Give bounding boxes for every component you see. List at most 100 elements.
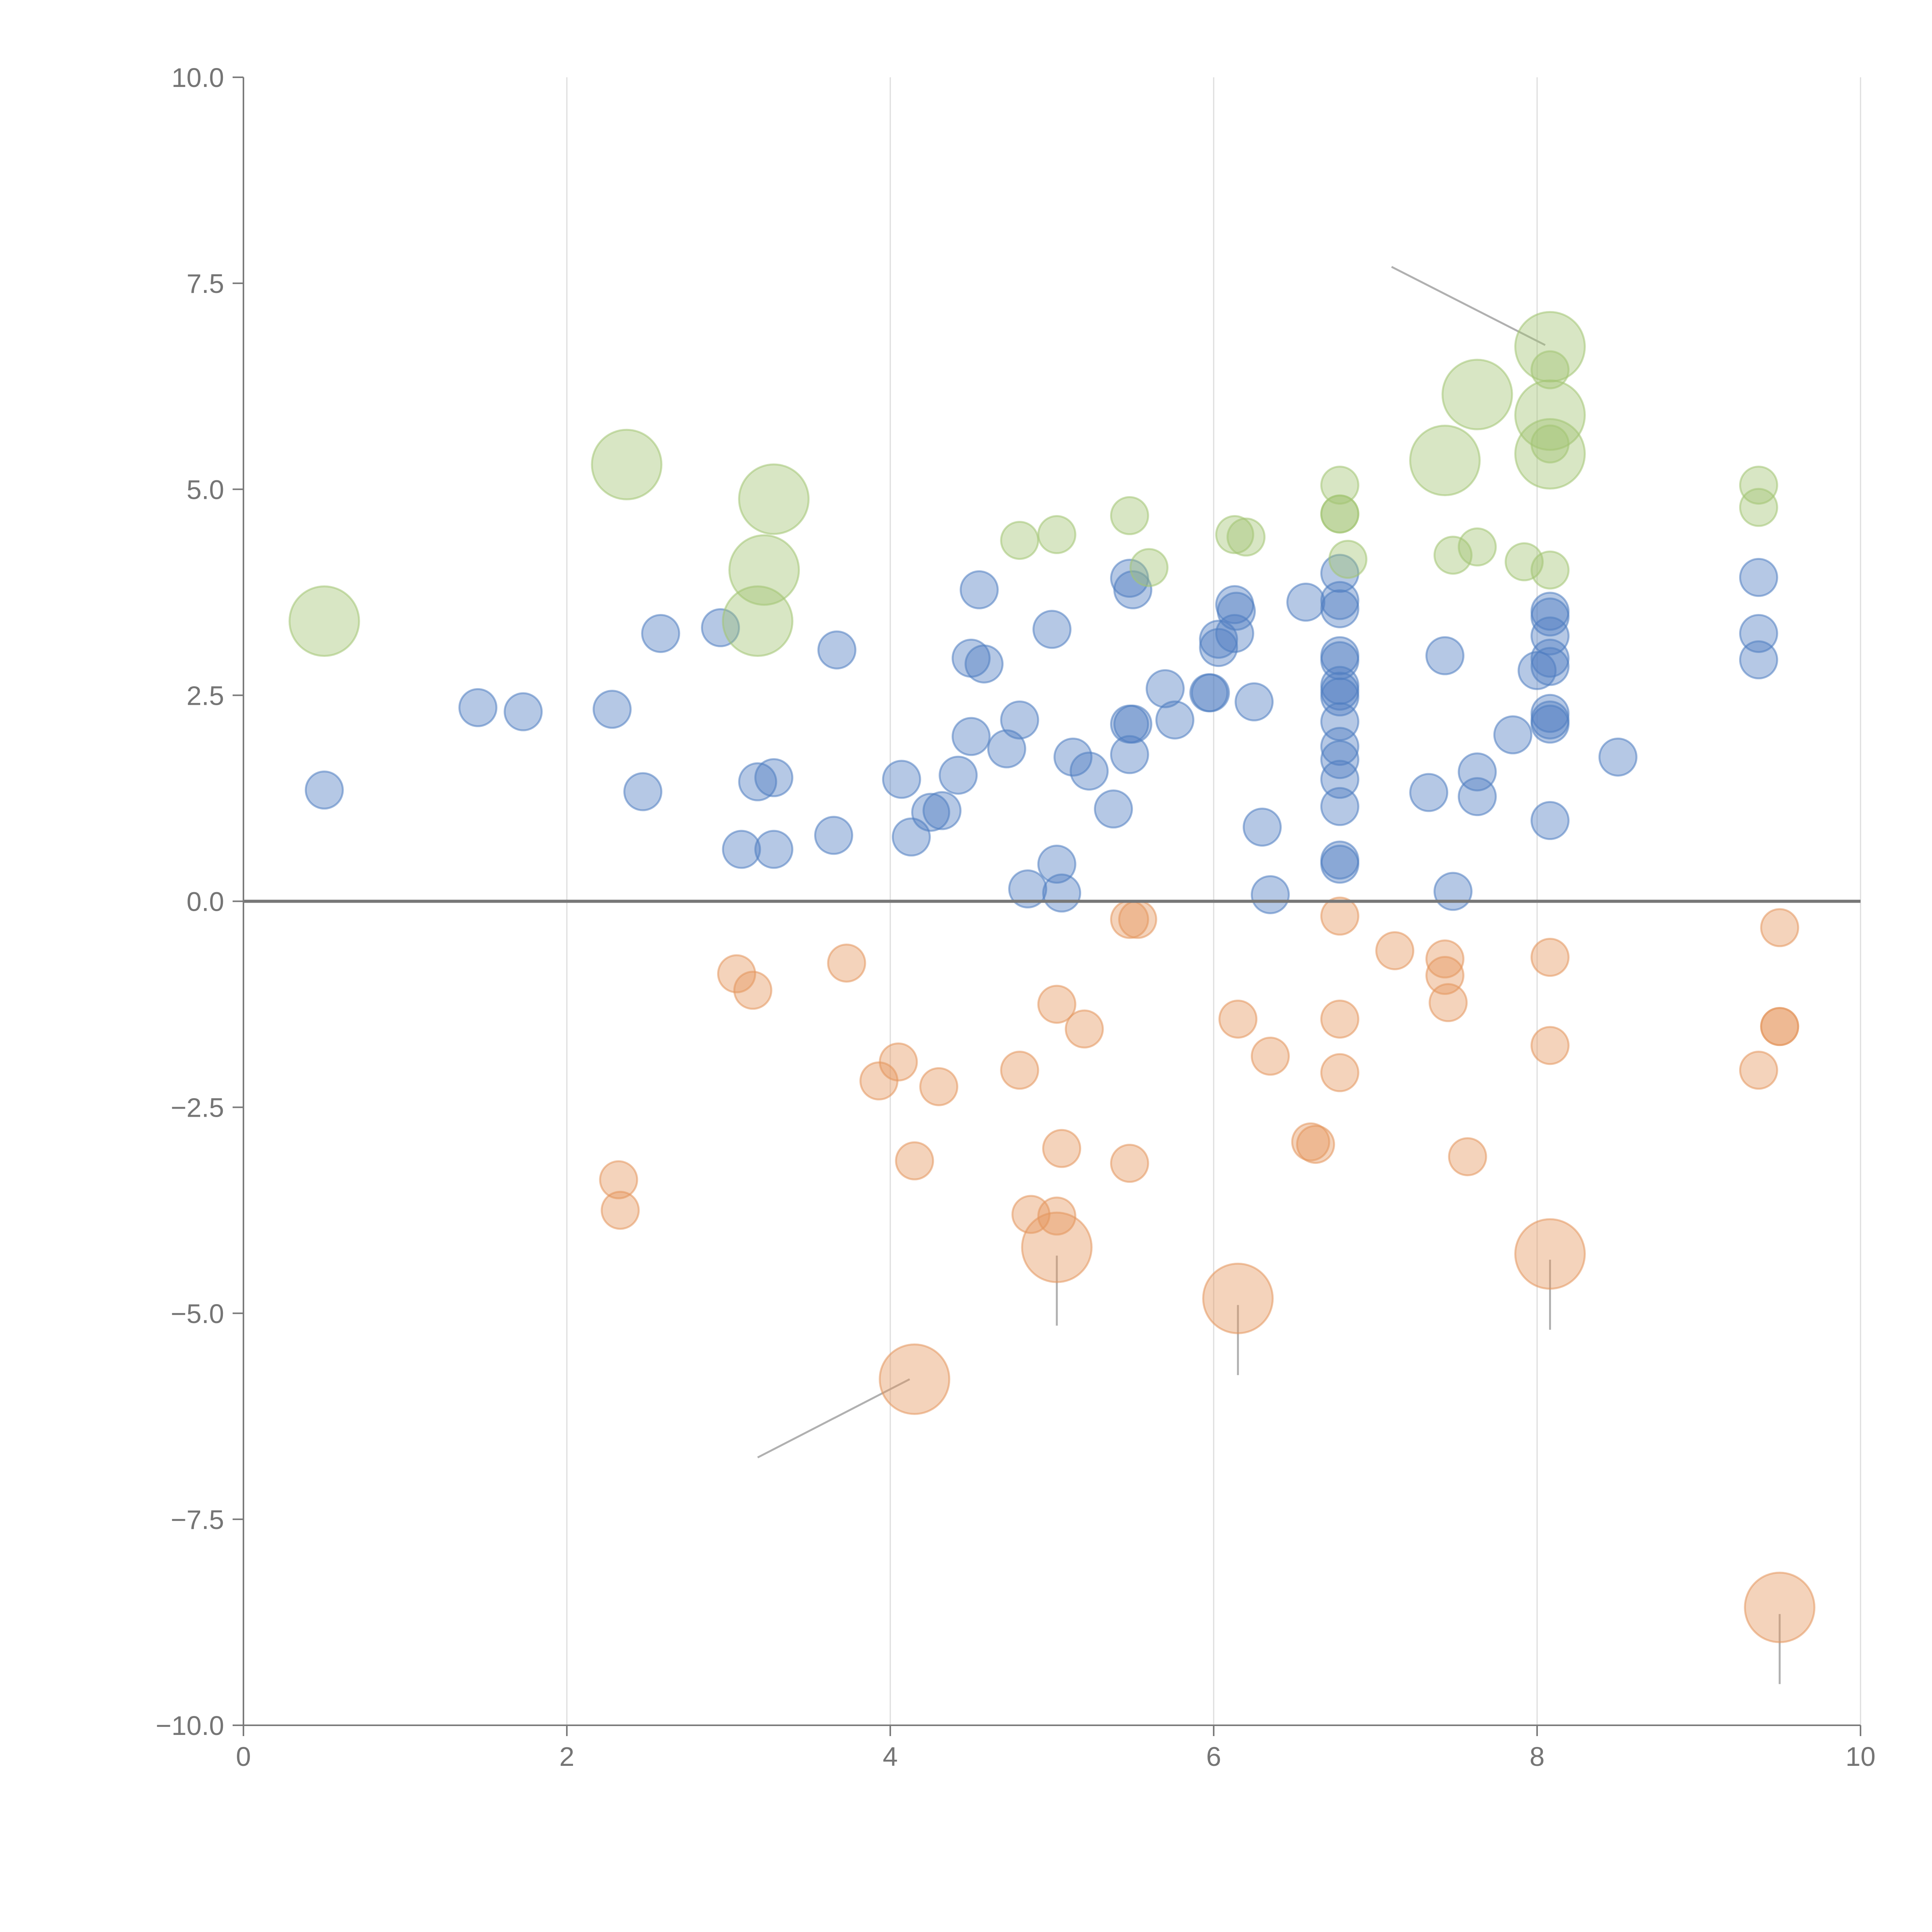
blue-bubble[interactable] [964, 644, 1004, 684]
orange-bubble[interactable] [1320, 999, 1359, 1039]
blue-bubble[interactable] [1433, 872, 1473, 911]
orange-bubble[interactable] [1037, 1196, 1077, 1236]
orange-bubble[interactable] [919, 1067, 959, 1106]
blue-bubble[interactable] [1037, 845, 1077, 884]
blue-bubble[interactable] [1320, 581, 1359, 620]
blue-bubble[interactable] [1425, 636, 1464, 675]
blue-bubble[interactable] [1199, 619, 1238, 659]
blue-bubble[interactable] [641, 614, 680, 653]
green-bubble[interactable] [1505, 542, 1544, 582]
orange-bubble[interactable] [1250, 1036, 1290, 1076]
orange-bubble[interactable] [879, 1042, 918, 1082]
blue-bubble[interactable] [1458, 777, 1497, 816]
green-bubble[interactable] [738, 463, 810, 535]
blue-bubble[interactable] [304, 770, 344, 810]
blue-bubble[interactable] [922, 791, 962, 830]
orange-bubble[interactable] [733, 971, 772, 1010]
green-bubble[interactable] [1441, 359, 1513, 430]
blue-bubble[interactable] [987, 729, 1026, 769]
blue-bubble[interactable] [814, 816, 854, 855]
blue-bubble[interactable] [1094, 789, 1133, 829]
green-bubble[interactable] [1000, 520, 1039, 560]
orange-bubble[interactable] [1739, 1051, 1778, 1090]
orange-bubble[interactable] [1042, 1129, 1082, 1168]
blue-bubble[interactable] [754, 830, 794, 869]
green-bubble[interactable] [288, 585, 360, 657]
blue-bubble[interactable] [1320, 589, 1359, 628]
orange-bubble[interactable] [895, 1141, 934, 1180]
green-bubble[interactable] [1739, 488, 1778, 527]
orange-bubble[interactable] [1514, 1218, 1586, 1290]
orange-bubble[interactable] [1000, 1051, 1039, 1090]
blue-bubble[interactable] [1053, 737, 1093, 777]
blue-bubble[interactable] [1235, 682, 1274, 721]
orange-bubble[interactable] [1375, 931, 1415, 970]
orange-bubble[interactable] [1530, 1026, 1570, 1065]
blue-bubble[interactable] [1199, 628, 1238, 667]
blue-bubble[interactable] [623, 772, 663, 811]
green-bubble[interactable] [1320, 466, 1359, 505]
green-bubble[interactable] [1037, 515, 1077, 554]
green-bubble[interactable] [1409, 425, 1481, 497]
green-bubble[interactable] [1328, 540, 1367, 579]
blue-bubble[interactable] [1530, 638, 1570, 678]
blue-bubble[interactable] [1320, 845, 1359, 884]
green-bubble[interactable] [1458, 527, 1497, 567]
blue-bubble[interactable] [1409, 773, 1449, 812]
orange-bubble[interactable] [1448, 1137, 1487, 1177]
blue-bubble[interactable] [1320, 740, 1359, 779]
blue-bubble[interactable] [1598, 737, 1638, 777]
blue-bubble[interactable] [817, 630, 857, 670]
green-bubble[interactable] [1215, 515, 1254, 554]
blue-bubble[interactable] [1191, 673, 1230, 713]
blue-bubble[interactable] [959, 570, 999, 609]
blue-bubble[interactable] [1243, 808, 1282, 847]
green-bubble[interactable] [1129, 548, 1169, 587]
orange-bubble[interactable] [1021, 1211, 1093, 1283]
blue-bubble[interactable] [939, 755, 978, 795]
green-bubble[interactable] [1530, 350, 1570, 389]
orange-bubble[interactable] [600, 1190, 640, 1230]
blue-bubble[interactable] [1113, 704, 1153, 744]
blue-bubble[interactable] [1215, 614, 1254, 653]
blue-bubble[interactable] [1032, 610, 1071, 649]
blue-bubble[interactable] [1155, 700, 1195, 740]
orange-bubble[interactable] [1425, 939, 1464, 979]
blue-bubble[interactable] [1739, 640, 1778, 680]
orange-bubble[interactable] [1530, 938, 1570, 977]
green-bubble[interactable] [1739, 466, 1778, 505]
green-bubble[interactable] [728, 534, 800, 606]
orange-bubble[interactable] [1760, 1007, 1799, 1046]
orange-bubble[interactable] [1065, 1009, 1104, 1049]
blue-bubble[interactable] [1320, 787, 1359, 826]
green-bubble[interactable] [1514, 379, 1586, 451]
blue-bubble[interactable] [1320, 727, 1359, 766]
blue-bubble[interactable] [1530, 647, 1570, 686]
blue-bubble[interactable] [592, 690, 632, 729]
orange-bubble[interactable] [827, 943, 866, 983]
orange-bubble[interactable] [1202, 1262, 1274, 1334]
blue-bubble[interactable] [951, 717, 991, 756]
blue-bubble[interactable] [1493, 715, 1532, 755]
orange-bubble[interactable] [1118, 900, 1157, 939]
blue-bubble[interactable] [1070, 752, 1109, 791]
blue-bubble[interactable] [738, 762, 777, 801]
blue-bubble[interactable] [1000, 700, 1039, 740]
blue-bubble[interactable] [1320, 760, 1359, 799]
green-bubble[interactable] [1110, 496, 1149, 535]
blue-bubble[interactable] [458, 688, 498, 727]
blue-bubble[interactable] [722, 830, 761, 869]
green-bubble[interactable] [591, 429, 663, 500]
blue-bubble[interactable] [1530, 704, 1570, 744]
blue-bubble[interactable] [1042, 873, 1082, 913]
blue-bubble[interactable] [1008, 869, 1048, 909]
blue-bubble[interactable] [1530, 801, 1570, 840]
blue-bubble[interactable] [1739, 558, 1778, 597]
orange-bubble[interactable] [1320, 1053, 1359, 1092]
green-bubble[interactable] [1320, 494, 1359, 534]
green-bubble[interactable] [1530, 424, 1570, 464]
blue-bubble[interactable] [1217, 592, 1256, 631]
blue-bubble[interactable] [754, 758, 794, 798]
blue-bubble[interactable] [1250, 875, 1290, 914]
orange-bubble[interactable] [1296, 1125, 1335, 1164]
